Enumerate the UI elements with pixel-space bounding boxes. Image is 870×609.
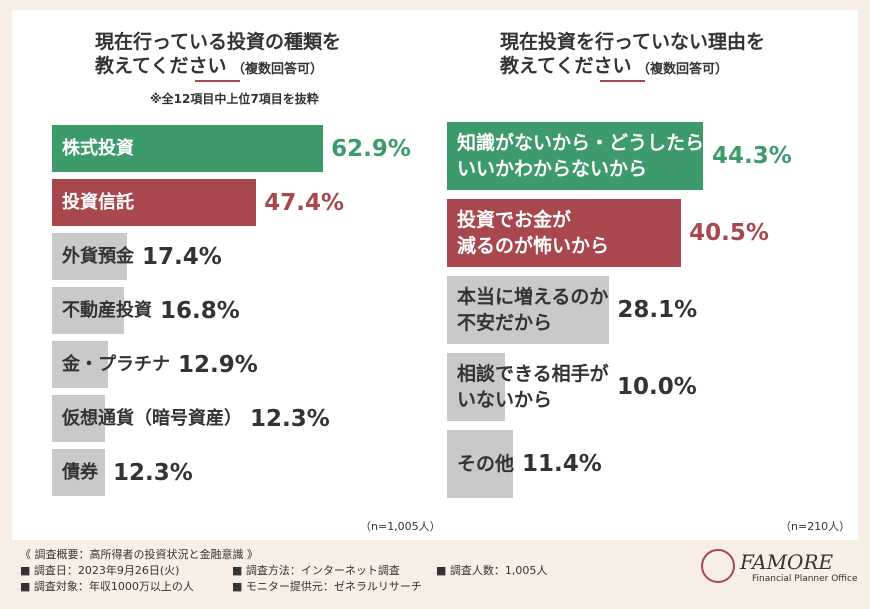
logo-subtitle: Financial Planner Office bbox=[752, 574, 858, 584]
value-label: 11.4% bbox=[522, 451, 602, 477]
underline bbox=[600, 80, 645, 82]
bar bbox=[52, 449, 105, 496]
bar bbox=[52, 287, 125, 334]
category-label: 株式投資 bbox=[62, 137, 134, 159]
subtitle: （複数回答可） bbox=[637, 62, 729, 77]
category-label: 金・プラチナ bbox=[62, 353, 170, 375]
sample-size: （n=210人） bbox=[780, 520, 851, 533]
value-label: 17.4% bbox=[142, 243, 222, 270]
bar bbox=[447, 199, 682, 267]
bar bbox=[447, 430, 513, 498]
bar bbox=[447, 122, 704, 190]
footer-item: ■ 調査人数：1,005人 bbox=[436, 564, 548, 577]
footer-item: ■ 調査方法：インターネット調査 bbox=[232, 564, 400, 577]
value-label: 16.8% bbox=[160, 297, 240, 324]
logo: FAMORE bbox=[740, 550, 834, 574]
bar bbox=[52, 395, 105, 442]
bar bbox=[447, 276, 610, 344]
value-label: 40.5% bbox=[689, 220, 769, 246]
category-label: 知識がないから・どうしたら いいかわからないから bbox=[457, 132, 705, 180]
footer-heading: 《 調査概要：高所得者の投資状況と金融意識 》 bbox=[20, 548, 258, 561]
category-label: 本当に増えるのか 不安だから bbox=[457, 286, 609, 334]
category-label: 債券 bbox=[62, 461, 98, 483]
annotation: ※全12項目中上位7項目を抜粋 bbox=[150, 92, 319, 106]
value-label: 28.1% bbox=[617, 297, 698, 323]
title-line: 教えてください bbox=[500, 55, 632, 77]
category-label: 投資信託 bbox=[62, 191, 134, 213]
bar bbox=[52, 179, 257, 226]
title-line: 教えてください bbox=[95, 55, 227, 77]
panel bbox=[12, 10, 858, 540]
value-label: 12.3% bbox=[113, 459, 193, 486]
bar bbox=[52, 341, 108, 388]
value-label: 12.9% bbox=[178, 351, 258, 378]
bar bbox=[52, 125, 324, 172]
category-label: その他 bbox=[457, 453, 515, 475]
logo-mark bbox=[701, 549, 735, 583]
subtitle: （複数回答可） bbox=[232, 62, 324, 77]
value-label: 44.3% bbox=[712, 143, 792, 169]
category-label: 外貨預金 bbox=[62, 245, 134, 267]
category-label: 不動産投資 bbox=[62, 299, 152, 321]
underline bbox=[195, 80, 240, 82]
footer-item: ■ 調査対象：年収1000万以上の人 bbox=[20, 580, 194, 593]
footer-item: ■ モニター提供元：ゼネラルリサーチ bbox=[232, 580, 422, 593]
value-label: 10.0% bbox=[617, 374, 697, 400]
bar bbox=[52, 233, 127, 280]
value-label: 47.4% bbox=[264, 189, 345, 216]
footer-item: ■ 調査日：2023年9月26日(火) bbox=[20, 564, 180, 577]
category-label: 投資でお金が 減るのが怖いから bbox=[457, 209, 610, 257]
value-label: 62.9% bbox=[331, 135, 411, 162]
value-label: 12.3% bbox=[250, 405, 330, 432]
category-label: 相談できる相手が いないから bbox=[457, 363, 609, 411]
title-line: 現在投資を行っていない理由を bbox=[500, 31, 766, 53]
category-label: 仮想通貨（暗号資産） bbox=[62, 407, 242, 429]
title-line: 現在行っている投資の種類を bbox=[95, 31, 342, 53]
bar bbox=[447, 353, 505, 421]
sample-size: （n=1,005人） bbox=[360, 520, 441, 533]
